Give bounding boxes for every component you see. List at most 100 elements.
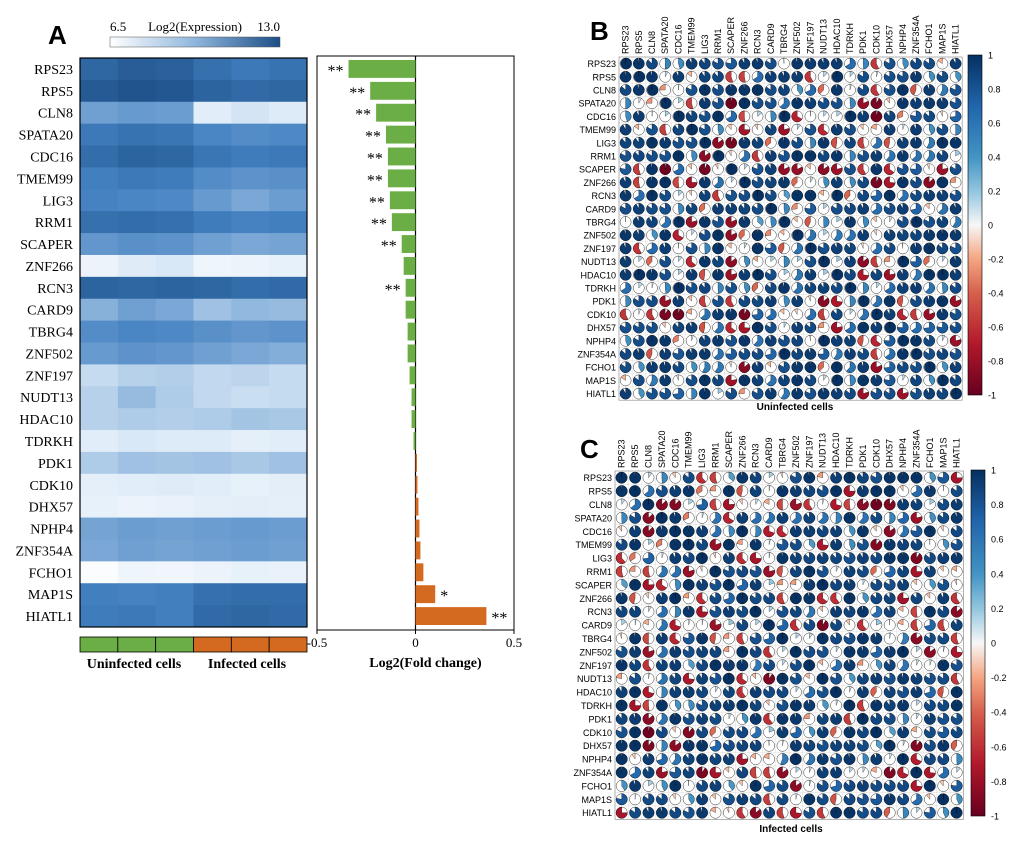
corr-pie — [911, 539, 922, 550]
heatmap-cell — [231, 364, 269, 386]
corr-pie — [710, 646, 721, 657]
corr-pie — [674, 282, 685, 293]
corr-pie — [699, 256, 710, 267]
corr-pie — [804, 566, 815, 577]
corr-pie — [844, 348, 855, 359]
corr-pie — [699, 177, 710, 188]
corr-pie — [792, 190, 803, 201]
heatmap-cell — [269, 102, 307, 124]
corr-pie — [683, 539, 694, 550]
heatmap-cell — [80, 146, 118, 168]
corr-colorbar-tick: 0.6 — [991, 535, 1004, 545]
corr-pie — [938, 269, 949, 280]
corr-pie — [778, 84, 789, 95]
corr-col-label: CDK10 — [871, 439, 881, 468]
corr-pie — [857, 472, 868, 483]
corr-pie — [804, 794, 815, 805]
fold-change-bar — [416, 585, 436, 603]
fold-change-bar — [414, 432, 416, 450]
corr-pie — [937, 190, 948, 201]
corr-colorbar-tick: -0.6 — [991, 742, 1007, 752]
corr-pie — [696, 552, 707, 563]
corr-colorbar-tick: 0.4 — [991, 569, 1004, 579]
expression-scale-max: 13.0 — [257, 19, 280, 34]
gene-label: TDRKH — [25, 435, 73, 450]
gene-label: CDC16 — [30, 150, 73, 165]
corr-pie — [858, 322, 869, 333]
heatmap-cell — [156, 321, 194, 343]
corr-colorbar-tick: 0.6 — [988, 119, 1001, 129]
corr-pie — [763, 807, 774, 818]
heatmap-cell — [231, 321, 269, 343]
heatmap-cell — [156, 58, 194, 80]
corr-pie — [911, 593, 922, 604]
corr-pie — [819, 256, 830, 267]
heatmap-cell — [269, 452, 307, 474]
corr-col-label: RPS23 — [617, 439, 627, 468]
corr-pie — [646, 177, 657, 188]
fold-change-bar — [406, 301, 416, 319]
corr-pie — [938, 552, 949, 563]
corr-col-label: TBRG4 — [779, 24, 789, 54]
corr-pie — [750, 472, 761, 483]
corr-pie — [844, 472, 855, 483]
corr-pie — [804, 512, 815, 523]
corr-row-label: RCN3 — [591, 191, 616, 201]
corr-row-label: TBRG4 — [582, 634, 612, 644]
corr-pie — [924, 606, 935, 617]
corr-pie — [884, 646, 895, 657]
heatmap-cell — [194, 518, 232, 540]
corr-pie — [765, 296, 776, 307]
corr-pie — [897, 727, 908, 738]
corr-pie — [670, 686, 681, 697]
corr-pie — [673, 71, 684, 82]
corr-pie — [683, 606, 694, 617]
corr-pie — [951, 686, 962, 697]
corr-pie — [884, 230, 895, 241]
corr-pie — [845, 111, 856, 122]
corr-pie — [726, 98, 737, 109]
corr-colorbar-tick: 1 — [988, 51, 993, 61]
heatmap-cell — [80, 102, 118, 124]
heatmap-cell — [80, 299, 118, 321]
corr-pie — [726, 203, 737, 214]
heatmap-cell — [156, 605, 194, 627]
heatmap-cell — [156, 496, 194, 518]
corr-colorbar-tick: 1 — [991, 466, 996, 476]
corr-row-label: SCAPER — [579, 165, 617, 175]
corr-pie — [937, 794, 948, 805]
corr-pie — [686, 58, 697, 69]
corr-pie — [752, 322, 763, 333]
corr-pie — [937, 137, 948, 148]
corr-pie — [804, 485, 815, 496]
fold-change-bar — [370, 82, 415, 100]
corr-pie — [897, 348, 908, 359]
gene-label: CDK10 — [29, 479, 73, 494]
corr-col-label: TBRG4 — [778, 438, 788, 468]
heatmap-cell — [231, 211, 269, 233]
heatmap-cell — [194, 474, 232, 496]
heatmap-cell — [269, 167, 307, 189]
heatmap-cell — [80, 605, 118, 627]
heatmap-cell — [156, 255, 194, 277]
corr-pie — [844, 256, 855, 267]
corr-pie — [723, 686, 734, 697]
corr-pie — [898, 335, 909, 346]
corr-col-label: LIG3 — [697, 448, 707, 468]
corr-pie — [924, 296, 935, 307]
corr-pie — [937, 216, 948, 227]
corr-pie — [844, 335, 855, 346]
corr-row-label: RRM1 — [590, 152, 616, 162]
corr-row-label: TMEM99 — [575, 540, 612, 550]
corr-col-label: TMEM99 — [687, 17, 697, 54]
corr-pie — [804, 472, 815, 483]
corr-row-label: ZNF354A — [577, 350, 616, 360]
corr-pie — [819, 335, 830, 346]
corr-colorbar-tick: 0.2 — [988, 187, 1001, 197]
corr-pie — [924, 190, 935, 201]
heatmap-cell — [231, 583, 269, 605]
heatmap-cell — [80, 80, 118, 102]
corr-pie — [629, 472, 640, 483]
corr-pie — [726, 309, 737, 320]
corr-pie — [616, 700, 627, 711]
